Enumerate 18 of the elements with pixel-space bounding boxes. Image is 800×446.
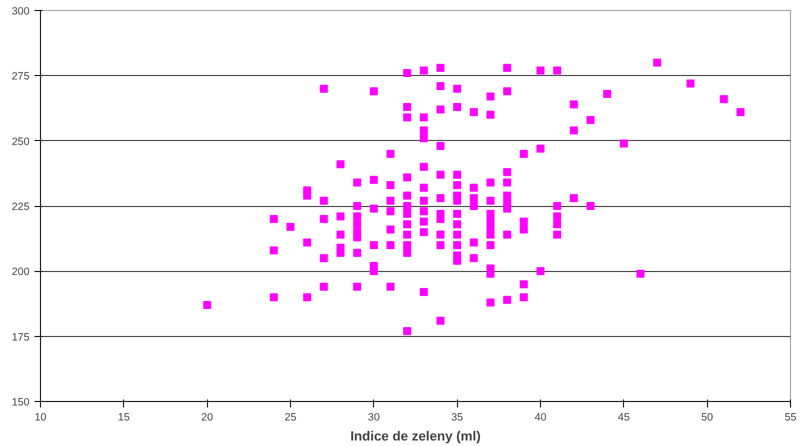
x-tick-label: 15 <box>118 412 130 424</box>
x-tick-label: 55 <box>784 412 796 424</box>
y-tick-label: 200 <box>12 266 30 278</box>
x-tick-label: 50 <box>701 412 714 424</box>
x-tick-label: 25 <box>284 412 296 424</box>
y-tick-label: 250 <box>12 136 30 148</box>
x-tick-label: 40 <box>534 412 546 424</box>
x-tick-label: 45 <box>618 412 630 424</box>
y-tick-label: 175 <box>12 331 30 344</box>
y-tick-label: 275 <box>12 70 30 83</box>
x-tick-label: 20 <box>201 412 214 424</box>
x-axis-title: Indice de zeleny (ml) <box>350 428 481 444</box>
x-tick-label: 10 <box>34 412 46 424</box>
y-tick-label: 225 <box>12 201 30 213</box>
y-tick-label: 300 <box>12 6 30 18</box>
y-tick-label: 150 <box>12 396 30 408</box>
x-tick-label: 35 <box>451 412 464 424</box>
x-tick-label: 30 <box>368 412 380 424</box>
